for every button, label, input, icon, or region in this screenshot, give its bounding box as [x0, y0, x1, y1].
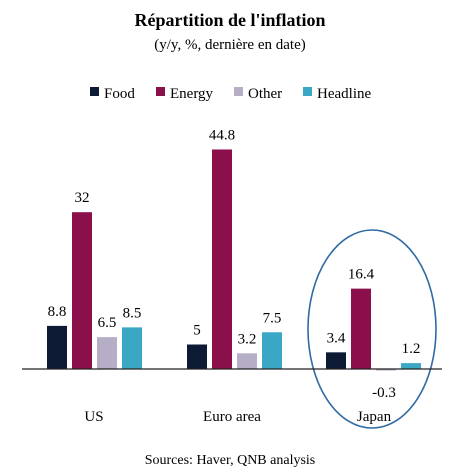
legend-label-food: Food	[104, 86, 135, 102]
legend: Food Energy Other Headline	[90, 86, 371, 102]
value-labels-layer: 8.8 32 6.5 8.5 5 44.8 3.2 7.5 3.4 16.4 -0.3 1.2	[48, 127, 421, 401]
bar-euro-area-energy	[212, 149, 232, 369]
legend-label-other: Other	[248, 86, 282, 102]
bar-us-other	[97, 337, 117, 369]
value-label-us-other: 6.5	[98, 315, 117, 331]
value-label-us-food: 8.8	[48, 304, 67, 320]
value-label-euro-area-other: 3.2	[238, 331, 257, 347]
legend-swatch-energy	[156, 87, 165, 96]
source-note: Sources: Haver, QNB analysis	[145, 453, 316, 468]
category-labels-layer: US Euro area Japan	[84, 409, 391, 425]
bar-japan-other	[376, 369, 396, 371]
bar-japan-headline	[401, 363, 421, 369]
category-label-us: US	[84, 409, 103, 425]
value-label-japan-energy: 16.4	[348, 267, 375, 283]
value-label-japan-headline: 1.2	[402, 341, 421, 357]
highlight-ellipse-japan	[307, 229, 437, 429]
bar-euro-area-other	[237, 353, 257, 369]
bar-euro-area-food	[187, 344, 207, 369]
bar-euro-area-headline	[262, 332, 282, 369]
category-label-japan: Japan	[357, 409, 392, 425]
value-label-euro-area-headline: 7.5	[263, 310, 282, 326]
category-label-euro-area: Euro area	[203, 409, 261, 425]
bar-us-food	[47, 325, 67, 369]
value-label-us-energy: 32	[75, 190, 90, 206]
chart-title: Répartition de l'inflation	[134, 10, 325, 30]
legend-swatch-other	[234, 87, 243, 96]
highlight-layer	[307, 229, 437, 429]
legend-label-energy: Energy	[170, 86, 214, 102]
bars-layer	[47, 149, 421, 371]
bar-japan-energy	[351, 288, 371, 369]
bar-us-energy	[72, 212, 92, 369]
value-label-japan-food: 3.4	[327, 330, 346, 346]
legend-swatch-food	[90, 87, 99, 96]
bar-us-headline	[122, 327, 142, 369]
bar-japan-food	[326, 352, 346, 369]
value-label-euro-area-food: 5	[193, 323, 201, 339]
value-label-us-headline: 8.5	[123, 305, 142, 321]
legend-label-headline: Headline	[317, 86, 371, 102]
value-label-euro-area-energy: 44.8	[209, 127, 235, 143]
legend-swatch-headline	[303, 87, 312, 96]
value-label-japan-other: -0.3	[372, 385, 396, 401]
chart-subtitle: (y/y, %, dernière en date)	[154, 37, 305, 53]
